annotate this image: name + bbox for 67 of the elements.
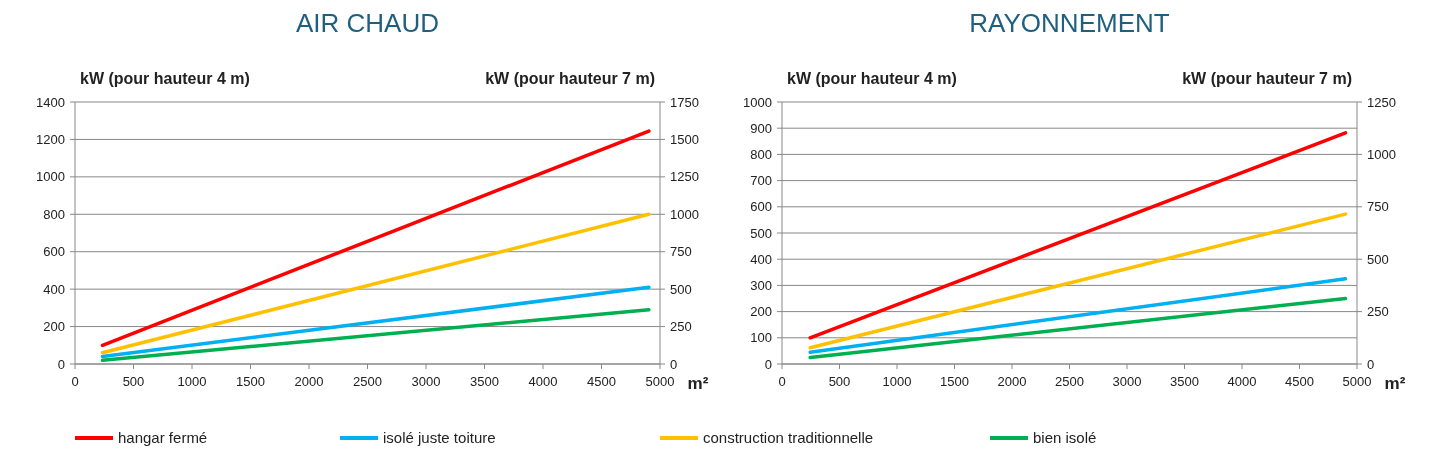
x-tick-label: 2500: [1055, 374, 1084, 389]
x-tick-label: 1000: [177, 374, 207, 389]
x-tick-label: 4500: [587, 374, 616, 389]
y-tick-label: 900: [750, 120, 772, 136]
y2-tick-label: 0: [1367, 356, 1375, 372]
x-tick-label: 500: [828, 374, 851, 389]
y2-tick-label: 1250: [670, 169, 699, 185]
legend-label: hangar fermé: [118, 429, 208, 446]
y2-tick-label: 750: [670, 244, 692, 260]
x-tick-label: 5000: [1342, 374, 1372, 389]
x-tick-label: 2500: [353, 374, 382, 389]
legend-label: bien isolé: [1033, 429, 1097, 446]
y-tick-label: 800: [43, 206, 65, 222]
y-axis-title: kW (pour hauteur 4 m): [80, 70, 250, 87]
y-tick-label: 200: [750, 304, 772, 320]
x-tick-label: 1500: [236, 374, 265, 389]
x-tick-label: 3500: [1170, 374, 1199, 389]
x-tick-label: 4000: [528, 374, 558, 389]
y2-tick-label: 750: [1367, 199, 1389, 215]
x-tick-label: 2000: [997, 374, 1027, 389]
y2-axis-title: kW (pour hauteur 7 m): [485, 70, 655, 87]
y-tick-label: 1400: [36, 94, 65, 110]
y-tick-label: 0: [764, 356, 772, 372]
x-tick-label: 3500: [470, 374, 499, 389]
x-axis-title: m²: [687, 374, 709, 393]
y-tick-label: 300: [750, 277, 772, 293]
x-tick-label: 1000: [882, 374, 912, 389]
y-tick-label: 400: [750, 251, 772, 267]
y-tick-label: 0: [57, 356, 65, 372]
y-tick-label: 500: [750, 225, 772, 241]
y-tick-label: 1200: [36, 131, 65, 147]
y-tick-label: 600: [43, 244, 65, 260]
y2-tick-label: 1000: [670, 206, 699, 222]
legend-label: construction traditionnelle: [703, 429, 874, 446]
x-tick-label: 500: [122, 374, 145, 389]
y2-tick-label: 500: [670, 281, 692, 297]
y2-tick-label: 1750: [670, 94, 699, 110]
x-tick-label: 4000: [1227, 374, 1257, 389]
x-tick-label: 0: [778, 374, 786, 389]
y2-tick-label: 1000: [1367, 146, 1396, 162]
chart-title: AIR CHAUD: [295, 8, 440, 38]
y-tick-label: 600: [750, 199, 772, 215]
x-axis-title: m²: [1384, 374, 1406, 393]
x-tick-label: 3000: [411, 374, 441, 389]
legend-label: isolé juste toiture: [383, 429, 496, 446]
x-tick-label: 1500: [940, 374, 969, 389]
y-tick-label: 1000: [743, 94, 772, 110]
x-tick-label: 5000: [645, 374, 675, 389]
x-tick-label: 4500: [1285, 374, 1314, 389]
y-axis-title: kW (pour hauteur 4 m): [787, 70, 957, 87]
y-tick-label: 800: [750, 146, 772, 162]
y-tick-label: 700: [750, 173, 772, 189]
y-tick-label: 400: [43, 281, 65, 297]
chart-title: RAYONNEMENT: [969, 8, 1170, 38]
y2-tick-label: 0: [670, 356, 678, 372]
x-tick-label: 2000: [294, 374, 324, 389]
y2-tick-label: 1250: [1367, 94, 1396, 110]
y2-tick-label: 250: [1367, 304, 1389, 320]
y-tick-label: 100: [750, 330, 772, 346]
x-tick-label: 3000: [1112, 374, 1142, 389]
y2-tick-label: 1500: [670, 131, 699, 147]
y-tick-label: 1000: [36, 169, 65, 185]
y2-axis-title: kW (pour hauteur 7 m): [1182, 70, 1352, 87]
y-tick-label: 200: [43, 319, 65, 335]
x-tick-label: 0: [71, 374, 79, 389]
y2-tick-label: 500: [1367, 251, 1389, 267]
y2-tick-label: 250: [670, 319, 692, 335]
